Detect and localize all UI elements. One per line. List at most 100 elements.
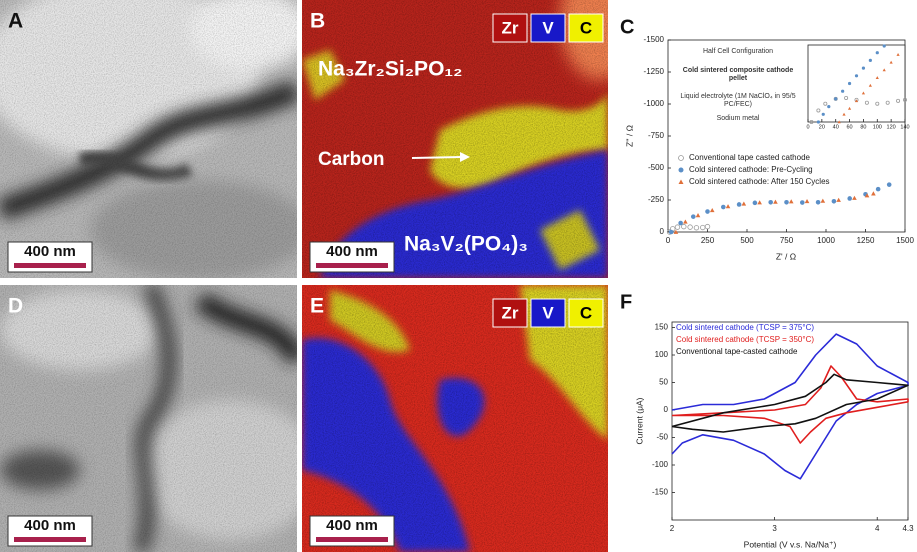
panel-label: F <box>620 291 632 313</box>
x-tick-label: 60 <box>847 124 853 130</box>
data-marker <box>721 205 726 210</box>
x-tick-label: 750 <box>780 236 794 245</box>
scale-bar-label: 400 nm <box>24 517 76 534</box>
schematic-text: Sodium metal <box>678 115 798 123</box>
x-tick-label: 500 <box>740 236 754 245</box>
y-tick-label: 0 <box>660 227 665 236</box>
panel-label: B <box>310 10 325 33</box>
legend-marker <box>679 168 684 173</box>
x-tick-label: 140 <box>900 124 909 130</box>
element-key-label: C <box>580 303 592 322</box>
x-tick-label: 2 <box>670 524 675 533</box>
y-tick-label: -50 <box>656 433 668 442</box>
element-key-label: V <box>542 18 554 37</box>
scale-bar <box>14 263 86 268</box>
element-key-label: Zr <box>502 303 519 322</box>
data-marker <box>887 182 892 187</box>
data-marker <box>876 187 881 192</box>
data-marker <box>834 97 837 100</box>
data-marker <box>691 214 696 219</box>
x-tick-label: 4 <box>875 524 880 533</box>
x-tick-label: 250 <box>701 236 715 245</box>
figure-page: A400 nmB400 nmZrVCNa₃Zr₂Si₂PO₁₂CarbonNa₃… <box>0 0 917 552</box>
scale-bar <box>14 537 86 542</box>
y-axis-label: Z'' / Ω <box>624 125 634 147</box>
x-axis-label: Potential (V v.s. Na/Na⁺) <box>744 539 837 549</box>
y-tick-label: -250 <box>648 195 665 204</box>
y-tick-label: 100 <box>655 350 669 359</box>
data-marker <box>737 202 742 207</box>
data-marker <box>841 90 844 93</box>
x-tick-label: 20 <box>819 124 825 130</box>
scale-bar <box>316 537 388 542</box>
legend-label: Cold sintered cathode: Pre-Cycling <box>689 165 813 174</box>
legend-label: Conventional tape-casted cathode <box>676 347 798 356</box>
x-tick-label: 1000 <box>817 236 835 245</box>
data-marker <box>669 230 674 235</box>
x-tick-label: 0 <box>806 124 809 130</box>
data-marker <box>753 201 758 206</box>
y-tick-label: -1000 <box>644 99 665 108</box>
plot-frame <box>808 45 905 122</box>
panel-label: C <box>620 16 634 38</box>
data-marker <box>883 44 886 47</box>
scale-bar-label: 400 nm <box>24 243 76 260</box>
legend-label: Cold sintered cathode: After 150 Cycles <box>689 177 830 186</box>
x-tick-label: 40 <box>833 124 839 130</box>
x-tick-label: 80 <box>860 124 866 130</box>
legend-label: Cold sintered cathode (TCSP = 350°C) <box>676 335 814 344</box>
scale-bar-label: 400 nm <box>326 517 378 534</box>
x-tick-label: 100 <box>873 124 882 130</box>
x-tick-label: 1500 <box>896 236 914 245</box>
data-marker <box>816 200 821 205</box>
y-tick-label: -1250 <box>644 67 665 76</box>
data-marker <box>784 200 789 205</box>
x-tick-label: 120 <box>887 124 896 130</box>
element-key-label: V <box>542 303 554 322</box>
panel-label: E <box>310 295 324 318</box>
x-axis-label: Z' / Ω <box>776 251 796 261</box>
data-marker <box>848 82 851 85</box>
x-tick-label: 1250 <box>857 236 875 245</box>
y-tick-label: 0 <box>664 405 669 414</box>
element-key-label: C <box>580 18 592 37</box>
x-tick-label: 3 <box>772 524 777 533</box>
legend-label: Conventional tape casted cathode <box>689 153 811 162</box>
x-tick-label: 0 <box>666 236 671 245</box>
data-marker <box>832 199 837 204</box>
panel-label: A <box>8 10 23 33</box>
schematic-text: Cold sintered composite cathode pellet <box>678 67 798 83</box>
legend-label: Cold sintered cathode (TCSP = 375°C) <box>676 323 814 332</box>
annotation-arrow <box>412 157 462 158</box>
scale-bar <box>316 263 388 268</box>
schematic-text: Liquid electrolyte (1M NaClO₄ in 95/5 PC… <box>678 93 798 109</box>
data-marker <box>768 200 773 205</box>
y-tick-label: -100 <box>652 460 669 469</box>
data-marker <box>705 209 710 214</box>
data-marker <box>827 105 830 108</box>
y-tick-label: -150 <box>652 488 669 497</box>
data-marker <box>800 200 805 205</box>
y-tick-label: 50 <box>659 378 668 387</box>
phase-annotation: Na₃V₂(PO₄)₃ <box>404 233 528 256</box>
y-tick-label: -1500 <box>644 35 665 44</box>
y-tick-label: 150 <box>655 323 669 332</box>
tem-image-d <box>0 285 320 552</box>
data-marker <box>876 51 879 54</box>
data-marker <box>855 74 858 77</box>
y-axis-label: Current (μA) <box>634 397 644 444</box>
y-tick-label: -750 <box>648 131 665 140</box>
schematic-text: Half Cell Configuration <box>678 48 798 56</box>
phase-annotation: Carbon <box>318 149 385 170</box>
y-tick-label: -500 <box>648 163 665 172</box>
data-marker <box>847 196 852 201</box>
x-tick-label: 4.3 <box>902 524 914 533</box>
data-marker <box>869 59 872 62</box>
data-marker <box>817 120 820 123</box>
data-marker <box>678 221 683 226</box>
data-marker <box>822 113 825 116</box>
scale-bar-label: 400 nm <box>326 243 378 260</box>
data-marker <box>862 67 865 70</box>
tem-image-a <box>0 0 310 280</box>
element-key-label: Zr <box>502 18 519 37</box>
